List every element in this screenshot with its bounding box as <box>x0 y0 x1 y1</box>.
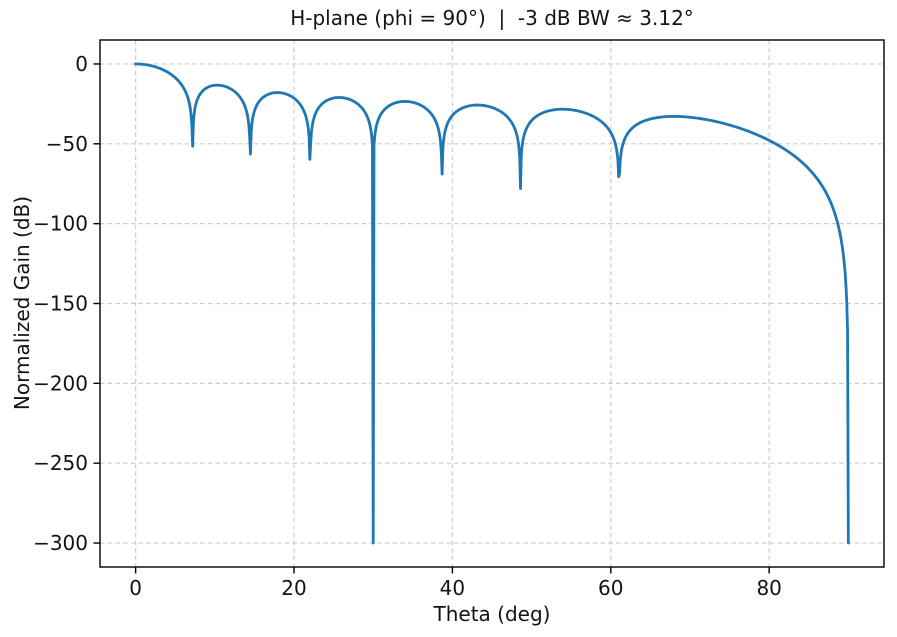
x-axis-label: Theta (deg) <box>433 602 551 626</box>
x-tick-label: 60 <box>598 576 623 600</box>
y-tick-label: −300 <box>33 531 88 555</box>
x-tick-label: 0 <box>129 576 142 600</box>
y-tick-label: −200 <box>33 371 88 395</box>
x-tick-label: 80 <box>756 576 781 600</box>
y-tick-label: −50 <box>46 132 88 156</box>
y-tick-label: 0 <box>75 52 88 76</box>
y-tick-label: −100 <box>33 212 88 236</box>
chart-title: H-plane (phi = 90°) | -3 dB BW ≈ 3.12° <box>290 6 694 30</box>
x-tick-label: 40 <box>440 576 465 600</box>
gain-curve <box>134 62 850 545</box>
y-tick-label: −250 <box>33 451 88 475</box>
x-tick-label: 20 <box>281 576 306 600</box>
y-tick-label: −150 <box>33 292 88 316</box>
